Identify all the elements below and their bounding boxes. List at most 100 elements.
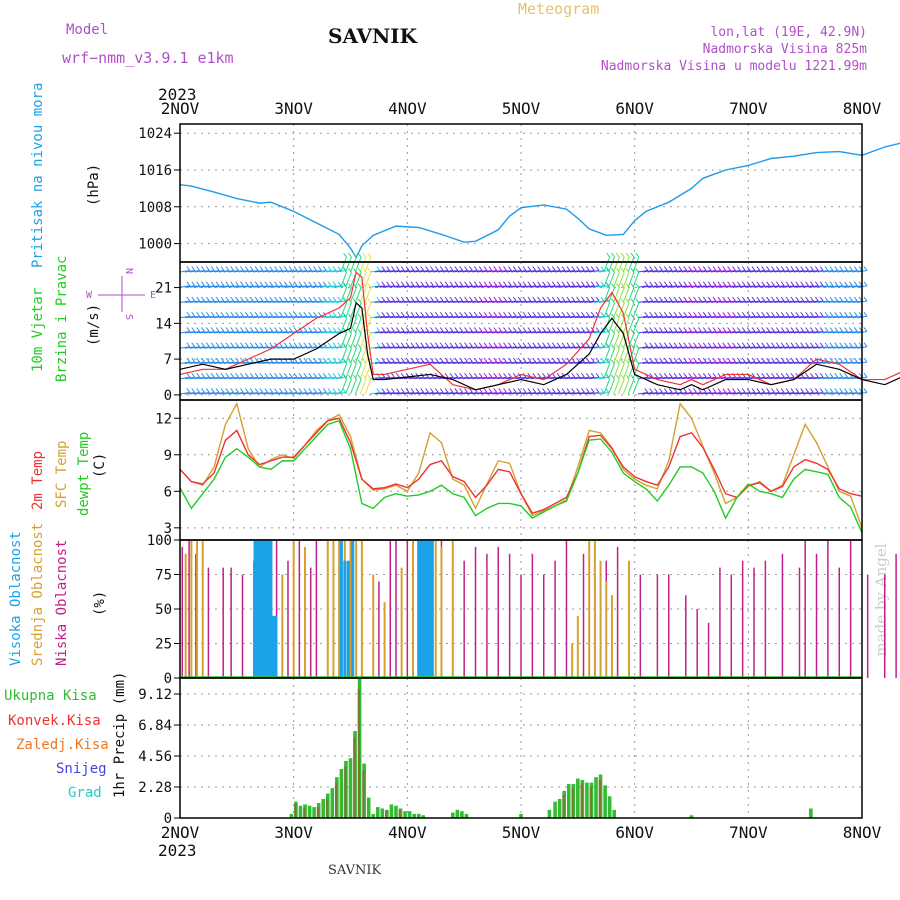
wind-barb-flag — [483, 357, 488, 363]
wind-barb-flag — [512, 357, 517, 363]
wind-barb — [501, 315, 512, 319]
wind-barb — [438, 285, 449, 288]
wind-barb — [637, 285, 648, 288]
wind-barb-flag — [606, 268, 611, 273]
wind-barb-flag — [240, 296, 244, 302]
wind-barb-flag — [464, 388, 468, 393]
wind-barb-flag — [348, 268, 352, 273]
wind-barb-flag — [585, 296, 590, 302]
wind-barb-flag — [673, 357, 678, 363]
wind-barb-flag — [318, 388, 322, 393]
wind-barb — [467, 392, 478, 395]
wind-barb-flag — [488, 388, 493, 393]
wind-barb-flag — [785, 372, 790, 378]
wind-ylabel-1: 10m Vjetar — [30, 288, 46, 372]
wind-barb — [472, 300, 483, 303]
wind-barb-flag — [741, 296, 746, 302]
wind-barb — [608, 287, 615, 303]
wind-barb-flag — [210, 266, 215, 271]
wind-barb-flag — [581, 372, 585, 378]
wind-barb — [228, 361, 239, 364]
wind-barb-flag — [576, 266, 581, 271]
wind-barb — [535, 392, 546, 395]
wind-barb — [384, 315, 395, 319]
wind-barb-flag — [220, 281, 225, 287]
wind-barb-flag — [620, 283, 625, 288]
wind-barb-flag — [269, 281, 274, 287]
wind-barb-flag — [771, 357, 775, 363]
wind-barb — [311, 361, 322, 364]
wind-barb — [438, 361, 449, 364]
wind-barb-flag — [805, 357, 809, 363]
wind-barb-flag — [498, 266, 503, 271]
wind-barb — [803, 376, 814, 380]
wind-barb-flag — [210, 388, 215, 393]
wind-barb — [667, 315, 678, 319]
wind-barb — [735, 392, 746, 395]
wind-barb — [559, 270, 570, 273]
wind-barb — [822, 300, 833, 303]
wind-barb — [559, 376, 570, 380]
wind-barb-flag — [683, 357, 688, 363]
wind-barb — [569, 376, 580, 380]
wind-barb — [520, 300, 531, 303]
wind-barb — [477, 346, 488, 349]
wind-barb — [759, 392, 770, 395]
wind-barb — [209, 270, 220, 273]
wind-barb-flag — [420, 296, 425, 302]
wind-barb — [340, 378, 348, 395]
wind-barb — [501, 346, 512, 349]
wind-barb — [706, 315, 717, 319]
wind-barb — [291, 376, 303, 380]
wind-barb-flag — [303, 311, 308, 317]
wind-barb — [842, 361, 853, 364]
wind-barb-flag — [551, 266, 556, 271]
wind-barb — [735, 315, 746, 319]
wind-barb — [496, 376, 507, 380]
wind-barb — [632, 256, 640, 273]
wind-barb-flag — [337, 388, 342, 393]
wind-barb — [818, 300, 829, 303]
wind-barb-flag — [697, 266, 702, 271]
wind-barb-flag — [537, 311, 542, 317]
wind-barb — [238, 331, 249, 334]
wind-barb-flag — [611, 252, 615, 258]
wind-barb-flag — [853, 296, 858, 302]
wind-barb — [404, 361, 415, 364]
wind-barb — [745, 346, 756, 349]
wind-barb — [818, 376, 829, 380]
wind-barb — [423, 346, 434, 349]
wind-barb-flag — [537, 327, 542, 332]
wind-barb — [223, 361, 234, 364]
wind-barb-flag — [279, 327, 283, 332]
wind-barb — [550, 331, 561, 334]
wind-barb-flag — [503, 266, 507, 271]
wind-barb-flag — [673, 372, 678, 378]
wind-barb — [194, 376, 205, 380]
wind-barb-flag — [630, 252, 635, 258]
wind-barb — [506, 285, 517, 288]
wind-barb — [428, 376, 439, 380]
wind-barb-flag — [381, 296, 386, 302]
cloud-high-ylabel: Visoka Oblacnost — [8, 531, 24, 666]
wind-barb-flag — [814, 372, 819, 378]
wind-barb — [657, 270, 668, 273]
precip-bar-total — [594, 777, 598, 818]
wind-barb — [710, 361, 721, 364]
precip-bar-convective — [562, 794, 565, 818]
wind-barb-flag — [391, 296, 395, 302]
wind-barb-flag — [736, 296, 741, 302]
wind-barb-flag — [527, 388, 532, 393]
wind-barb — [627, 256, 635, 273]
wind-barb — [442, 315, 454, 319]
precip-bar-total — [612, 809, 617, 818]
wind-barb — [749, 315, 760, 319]
wind-barb — [701, 331, 712, 334]
wind-barb-flag — [186, 311, 191, 317]
wind-barb-flag — [464, 281, 468, 287]
wind-barb-flag — [343, 359, 347, 365]
wind-barb — [642, 300, 653, 303]
wind-barb — [603, 287, 611, 303]
wind-barb-flag — [673, 296, 678, 302]
wind-barb — [710, 346, 721, 349]
